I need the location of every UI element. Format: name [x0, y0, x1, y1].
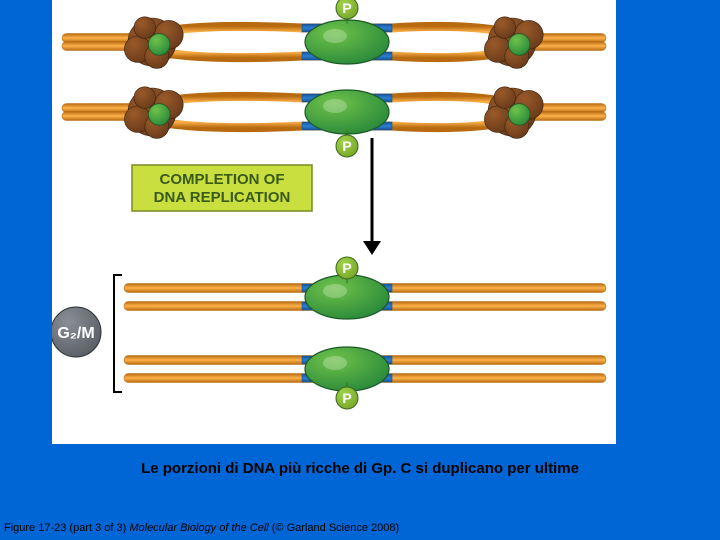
credit-prefix: Figure 17-23 (part 3 of 3) — [4, 522, 129, 534]
p-label-text: P — [342, 0, 351, 16]
replication-fork-complex — [124, 87, 183, 139]
diagram-svg: P P COMPLETION OFDNA REPLICATION P P G₂/M — [52, 0, 616, 444]
phase-bracket — [114, 275, 122, 392]
p-label-text: P — [342, 390, 351, 406]
credit-suffix: (© Garland Science 2008) — [269, 522, 399, 534]
phase-label-text: G₂/M — [57, 325, 94, 342]
p-label-text: P — [342, 138, 351, 154]
arrow-head — [363, 241, 381, 255]
figure-credit: Figure 17-23 (part 3 of 3) Molecular Bio… — [4, 522, 399, 534]
replication-fork-complex — [124, 17, 183, 69]
process-label-line1: COMPLETION OF — [160, 171, 285, 188]
replication-bubble — [305, 90, 389, 134]
process-label-line2: DNA REPLICATION — [154, 189, 291, 206]
dna-strand — [530, 112, 606, 121]
dna-strand — [530, 42, 606, 51]
diagram-panel: P P COMPLETION OFDNA REPLICATION P P G₂/M — [52, 0, 616, 444]
dna-strand — [62, 112, 134, 121]
caption-text: Le porzioni di DNA più ricche di Gp. C s… — [0, 460, 720, 477]
dna-strand — [62, 104, 134, 113]
p-label-text: P — [342, 260, 351, 276]
replication-bubble — [305, 20, 389, 64]
dna-strand — [62, 34, 134, 43]
replication-fork-complex — [484, 87, 543, 139]
credit-title: Molecular Biology of the Cell — [129, 522, 268, 534]
replication-fork-complex — [484, 17, 543, 69]
dna-strand — [62, 42, 134, 51]
